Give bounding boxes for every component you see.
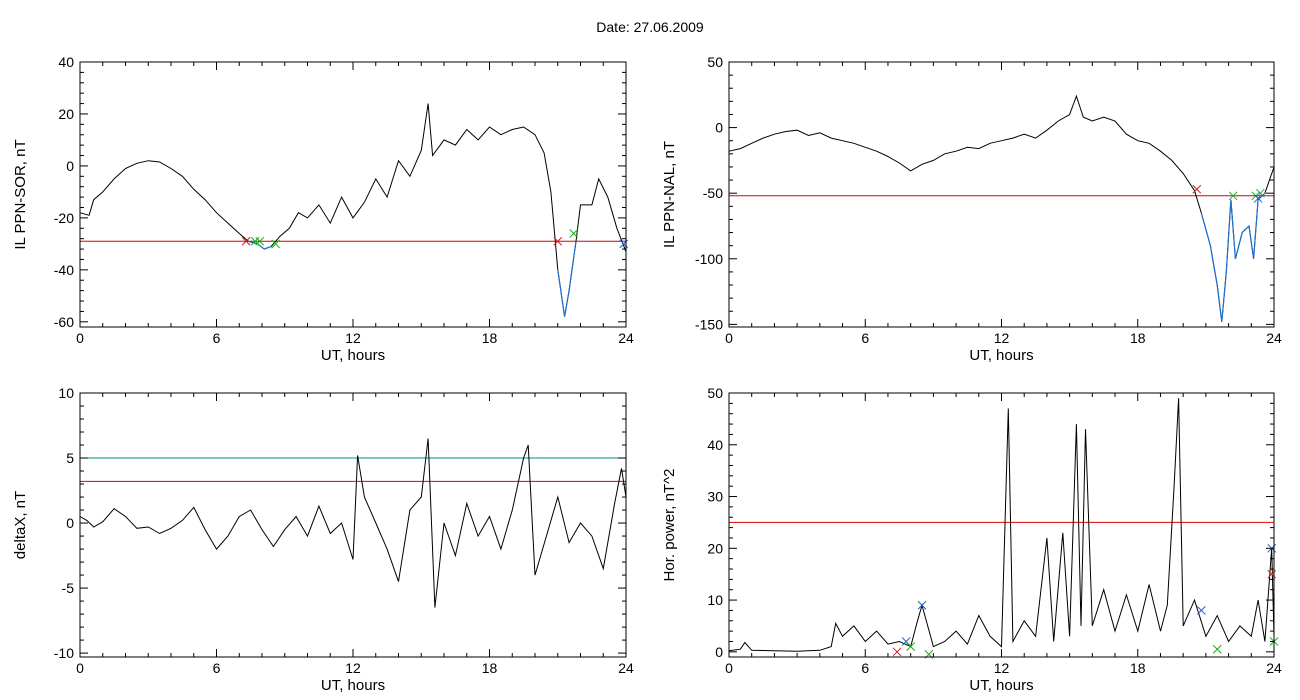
- marker-green: [250, 236, 260, 246]
- marker-stroke: [255, 236, 265, 246]
- series-line: [79, 103, 627, 317]
- marker-stroke: [569, 229, 579, 238]
- y-tick-label: 10: [707, 592, 723, 608]
- x-tick-label: 12: [345, 660, 361, 676]
- y-tick-label: 20: [707, 540, 723, 556]
- marker-green: [1212, 644, 1222, 654]
- x-tick-label: 6: [861, 660, 869, 676]
- x-tick-label: 24: [1266, 660, 1282, 676]
- x-tick-label: 12: [994, 330, 1010, 346]
- marker-stroke: [1196, 606, 1206, 615]
- marker-green: [569, 229, 579, 238]
- plot-frame: [728, 392, 1275, 658]
- marker-stroke: [901, 637, 911, 646]
- series-line: [79, 438, 627, 608]
- y-tick-label: 0: [715, 120, 723, 136]
- marker-green: [255, 236, 265, 246]
- y-tick-label: 10: [58, 385, 74, 401]
- disturbed-segment: [248, 240, 272, 250]
- y-tick-label: 40: [707, 437, 723, 453]
- marker-red: [553, 236, 563, 246]
- chart-panel-2: 0 6 12 18 24 -150 -100 -50 0 50 UT, hours IL PPN-NA…: [661, 54, 1282, 364]
- x-tick-label: 24: [1266, 330, 1282, 346]
- page-title: Date: 27.06.2009: [596, 19, 704, 35]
- disturbed-segment: [557, 241, 577, 317]
- x-axis-label: UT, hours: [321, 677, 385, 694]
- x-tick-label: 0: [725, 660, 733, 676]
- y-tick-label: -40: [54, 262, 74, 278]
- marker-stroke: [1253, 194, 1263, 203]
- marker-red: [241, 236, 251, 246]
- marker-stroke: [892, 647, 902, 657]
- y-axis-label: deltaX, nT: [12, 491, 29, 559]
- y-tick-label: -150: [695, 316, 723, 332]
- marker-green: [906, 642, 916, 652]
- x-tick-label: 18: [482, 330, 498, 346]
- chart-panel-1: 0 6 12 18 24 -60 -40 -20 0 20 40 UT, hours IL PPN-SO…: [12, 54, 634, 364]
- marker-stroke: [1212, 644, 1222, 654]
- chart-panel-3: 0 6 12 18 24 -10 -5 0 5 10 UT, hours deltaX, nT: [12, 385, 634, 694]
- marker-stroke: [553, 236, 563, 246]
- x-axis-label: UT, hours: [321, 347, 385, 364]
- y-tick-label: -20: [54, 210, 74, 226]
- marker-blue: [1253, 194, 1263, 203]
- y-tick-label: 50: [707, 54, 723, 70]
- y-tick-label: -50: [703, 185, 723, 201]
- y-tick-label: -100: [695, 251, 723, 267]
- x-tick-label: 24: [618, 330, 634, 346]
- marker-stroke: [250, 236, 260, 246]
- disturbed-segment: [1200, 192, 1266, 322]
- y-tick-label: 20: [58, 106, 74, 122]
- series-line: [728, 398, 1275, 652]
- marker-blue: [917, 600, 927, 610]
- marker-green: [1228, 191, 1238, 201]
- y-tick-label: -60: [54, 314, 74, 330]
- marker-stroke: [241, 236, 251, 246]
- y-tick-label: 0: [66, 515, 74, 531]
- y-tick-label: 5: [66, 450, 74, 466]
- y-tick-label: 50: [707, 385, 723, 401]
- marker-stroke: [1256, 188, 1265, 198]
- x-tick-label: 6: [213, 660, 221, 676]
- plot-frame: [728, 61, 1275, 328]
- x-tick-label: 0: [76, 660, 84, 676]
- x-tick-label: 6: [213, 330, 221, 346]
- x-tick-label: 0: [725, 330, 733, 346]
- x-axis-label: UT, hours: [969, 677, 1033, 694]
- y-tick-label: -5: [62, 580, 75, 596]
- marker-red: [1192, 184, 1202, 194]
- marker-stroke: [1228, 191, 1238, 201]
- x-tick-label: 12: [345, 330, 361, 346]
- y-axis-label: IL PPN-NAL, nT: [661, 141, 678, 248]
- marker-blue: [1196, 606, 1206, 615]
- x-tick-label: 18: [482, 660, 498, 676]
- x-tick-label: 0: [76, 330, 84, 346]
- marker-red: [892, 647, 902, 657]
- marker-green: [271, 239, 281, 249]
- x-tick-label: 24: [618, 660, 634, 676]
- y-tick-label: 0: [715, 644, 723, 660]
- marker-green: [1256, 188, 1265, 198]
- x-tick-label: 12: [994, 660, 1010, 676]
- y-axis-label: Hor. power, nT^2: [661, 469, 678, 582]
- y-tick-label: 30: [707, 489, 723, 505]
- marker-stroke: [917, 600, 927, 610]
- y-tick-label: 0: [66, 158, 74, 174]
- x-tick-label: 18: [1130, 660, 1146, 676]
- chart-panel-4: 0 6 12 18 24 0 10 20 30 40 50 UT, hours Hor. power, …: [661, 385, 1282, 694]
- y-tick-label: 40: [58, 54, 74, 70]
- x-tick-label: 18: [1130, 330, 1146, 346]
- plot-frame: [79, 61, 627, 328]
- y-axis-label: IL PPN-SOR, nT: [12, 139, 29, 249]
- marker-stroke: [1192, 184, 1202, 194]
- plot-frame: [79, 392, 627, 658]
- series-line: [728, 94, 1275, 322]
- marker-red: [1267, 569, 1277, 579]
- y-tick-label: -10: [54, 645, 74, 661]
- marker-stroke: [906, 642, 916, 652]
- x-axis-label: UT, hours: [969, 347, 1033, 364]
- marker-stroke: [271, 239, 281, 249]
- x-tick-label: 6: [861, 330, 869, 346]
